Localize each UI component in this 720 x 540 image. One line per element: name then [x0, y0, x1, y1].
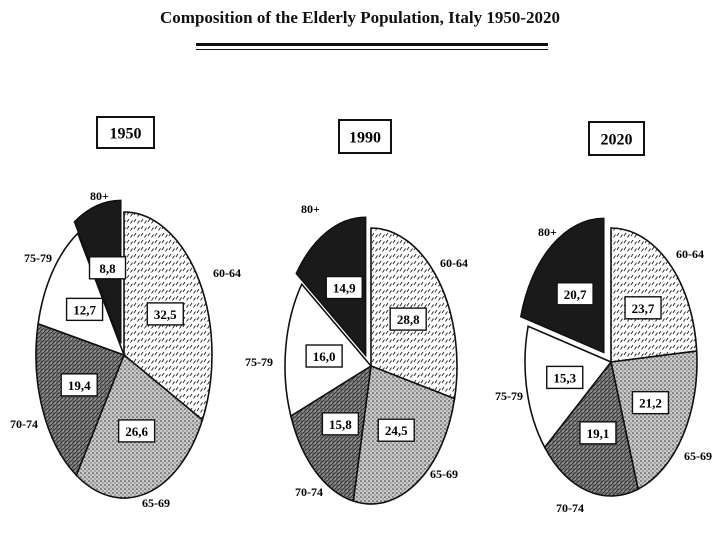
category-label-80+: 80+: [538, 225, 557, 239]
value-label-box: [631, 390, 670, 415]
category-label-75-79: 75-79: [245, 355, 273, 369]
category-label-65-69: 65-69: [430, 467, 458, 481]
value-label-box: [88, 256, 127, 280]
value-label-box: [65, 297, 104, 322]
title-underline: [196, 43, 548, 46]
year-label: 1990: [349, 130, 381, 147]
category-label-60-64: 60-64: [440, 256, 468, 270]
value-label: 23,7: [632, 301, 655, 316]
value-label-box: [305, 344, 343, 368]
value-label: 24,5: [385, 423, 408, 438]
category-label-60-64: 60-64: [213, 266, 241, 280]
category-label-70-74: 70-74: [556, 501, 584, 515]
value-label: 15,3: [553, 370, 576, 385]
category-label-75-79: 75-79: [24, 251, 52, 265]
value-label: 19,4: [68, 378, 91, 393]
category-label-75-79: 75-79: [495, 389, 523, 403]
year-box: [96, 116, 155, 149]
category-label-70-74: 70-74: [10, 417, 38, 431]
pie-chart-1990: 1990 28,8 60-64 24,5 65-69 15,8 70-74 16,0 75-79…: [245, 119, 468, 505]
value-label-box: [546, 365, 584, 390]
value-label: 12,7: [73, 302, 96, 317]
category-label-80+: 80+: [301, 202, 320, 216]
value-label-box: [117, 419, 156, 443]
year-box: [338, 119, 392, 154]
value-label-box: [325, 275, 363, 300]
value-label-box: [60, 373, 98, 397]
value-label: 26,6: [125, 424, 148, 439]
year-label: 1950: [110, 126, 142, 143]
year-label: 2020: [601, 132, 633, 149]
value-label: 16,0: [313, 349, 336, 364]
category-label-60-64: 60-64: [676, 247, 704, 261]
page-title: Composition of the Elderly Population, I…: [160, 8, 560, 27]
value-label-box: [321, 412, 360, 436]
value-label: 15,8: [329, 417, 352, 432]
value-label: 32,5: [154, 307, 177, 322]
value-label-box: [146, 302, 184, 326]
pie-slice-70-74: [35, 322, 126, 477]
value-label-box: [624, 296, 662, 320]
category-label-65-69: 65-69: [142, 496, 170, 510]
pie-chart-1950: 1950 32,5 60-64 26,6 65-69 19,4 70-74 12,7 75-79…: [10, 116, 241, 510]
value-label-box: [556, 282, 594, 306]
pie-slice-75-79: [37, 231, 126, 357]
value-label-box: [377, 418, 415, 442]
title-underline-thin: [196, 49, 548, 50]
value-label-box: [579, 421, 617, 445]
category-label-70-74: 70-74: [295, 485, 323, 499]
value-label: 8,8: [99, 261, 116, 276]
pie-slice-60-64: [610, 227, 698, 363]
value-label: 20,7: [564, 287, 587, 302]
year-box: [588, 121, 645, 156]
value-label: 19,1: [587, 426, 610, 441]
value-label: 14,9: [333, 281, 356, 296]
category-label-65-69: 65-69: [684, 449, 712, 463]
value-label-box: [389, 307, 427, 331]
pie-slice-65-69: [610, 350, 698, 491]
value-label: 21,2: [639, 396, 662, 411]
pie-chart-2020: 2020 23,7 60-64 21,2 65-69 19,1 70-74 15,3 75-79…: [495, 121, 712, 515]
value-label: 28,8: [397, 312, 420, 327]
category-label-80+: 80+: [90, 189, 109, 203]
